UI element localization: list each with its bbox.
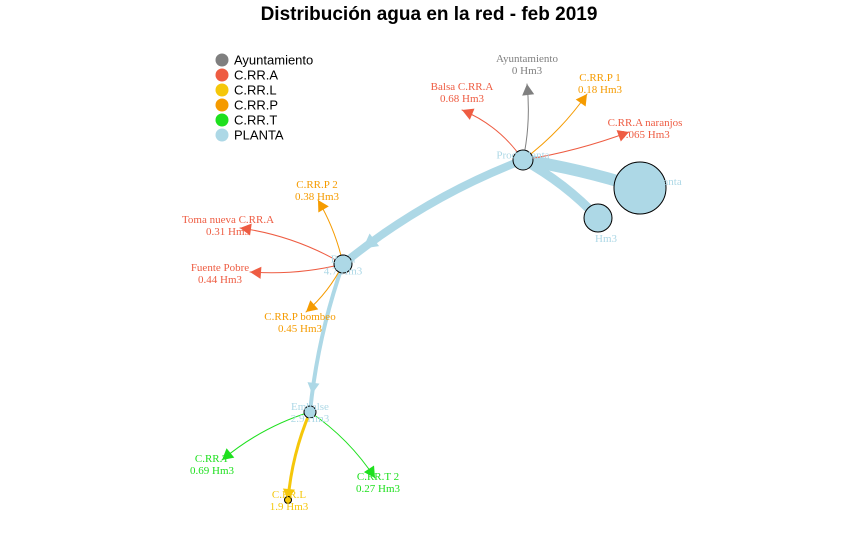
legend-label: Ayuntamiento: [234, 53, 313, 68]
edge-arrow: [307, 382, 320, 394]
leaf-node: [284, 496, 292, 504]
node-value: 4.7 Hm3: [324, 266, 363, 278]
node-value: 0.38 Hm3: [295, 191, 340, 203]
legend-swatch: [215, 98, 229, 112]
hub-node: [512, 149, 534, 171]
edge-arrow: [250, 266, 262, 279]
edge-arrow: [318, 200, 329, 213]
legend-label: C.RR.P: [234, 98, 278, 113]
hub-node: [613, 161, 667, 215]
node-name: Planta: [654, 176, 682, 188]
edge-arrow: [462, 108, 475, 120]
node-name: C.RR.A naranjos: [608, 117, 683, 129]
node-name: C.RR.T 2: [357, 471, 399, 483]
legend-swatch: [215, 113, 229, 127]
node-value: 0.27 Hm3: [356, 483, 401, 495]
nodes: [284, 149, 667, 504]
edge: [286, 410, 312, 502]
edge-arrow: [522, 84, 535, 96]
node-name: Ayuntamiento: [496, 53, 558, 65]
node-name: Prod. planta: [496, 150, 549, 162]
node-value: 0.31 Hm3: [206, 226, 251, 238]
node-name: C.RR.P bombeo: [264, 311, 336, 323]
edge-arrow: [240, 223, 252, 236]
node-value: 0.69 Hm3: [190, 465, 235, 477]
node-value: 0.45 Hm3: [278, 323, 323, 335]
legend-swatch: [215, 68, 229, 82]
legend-label: C.RR.L: [234, 83, 277, 98]
edge-arrow: [363, 465, 375, 478]
legend-label: PLANTA: [234, 128, 284, 143]
node-name: Fuente Pobre: [191, 262, 249, 274]
edges: [221, 83, 646, 502]
legend-label: C.RR.A: [234, 68, 278, 83]
node-value: 0.065 Hm3: [620, 129, 670, 141]
node-value: 2.9 Hm3: [291, 413, 330, 425]
edge-arrow: [362, 233, 380, 249]
edge-arrow: [575, 94, 587, 107]
edge-arrow: [282, 488, 295, 500]
diagram-title: Distribución agua en la red - feb 2019: [261, 4, 598, 25]
node-value: 1.9 Hm3: [270, 501, 309, 513]
edge: [522, 131, 630, 161]
edge-arrow: [222, 448, 235, 460]
legend-swatch: [215, 53, 229, 67]
node-name: C.RR.T: [195, 453, 230, 465]
hub-node: [583, 203, 613, 233]
node-name: C.RR.P 1: [579, 72, 620, 84]
hub-node: [333, 254, 353, 274]
node-name: C.RR.L: [272, 489, 307, 501]
edge: [308, 262, 345, 414]
node-value: 0 Hm3: [512, 65, 543, 77]
edge-arrow: [616, 130, 629, 142]
node-name: Balsa C.RR.A: [431, 81, 494, 93]
node-name: Embalse: [291, 401, 329, 413]
edge: [339, 156, 527, 268]
node-value: Hm3: [595, 233, 618, 245]
edge: [239, 227, 344, 265]
legend: AyuntamientoC.RR.AC.RR.LC.RR.PC.RR.TPLAN…: [215, 53, 313, 143]
legend-label: C.RR.T: [234, 113, 277, 128]
legend-swatch: [215, 83, 229, 97]
legend-swatch: [215, 128, 229, 142]
node-value: 0.18 Hm3: [578, 84, 623, 96]
node-value: 0.68 Hm3: [440, 93, 485, 105]
node-name: Toma nueva C.RR.A: [182, 214, 274, 226]
node-name: Balsa: [331, 254, 356, 266]
edge-arrow: [306, 300, 319, 312]
hub-node: [303, 405, 317, 419]
node-value: 0.44 Hm3: [198, 274, 243, 286]
node-name: C.RR.P 2: [296, 179, 337, 191]
